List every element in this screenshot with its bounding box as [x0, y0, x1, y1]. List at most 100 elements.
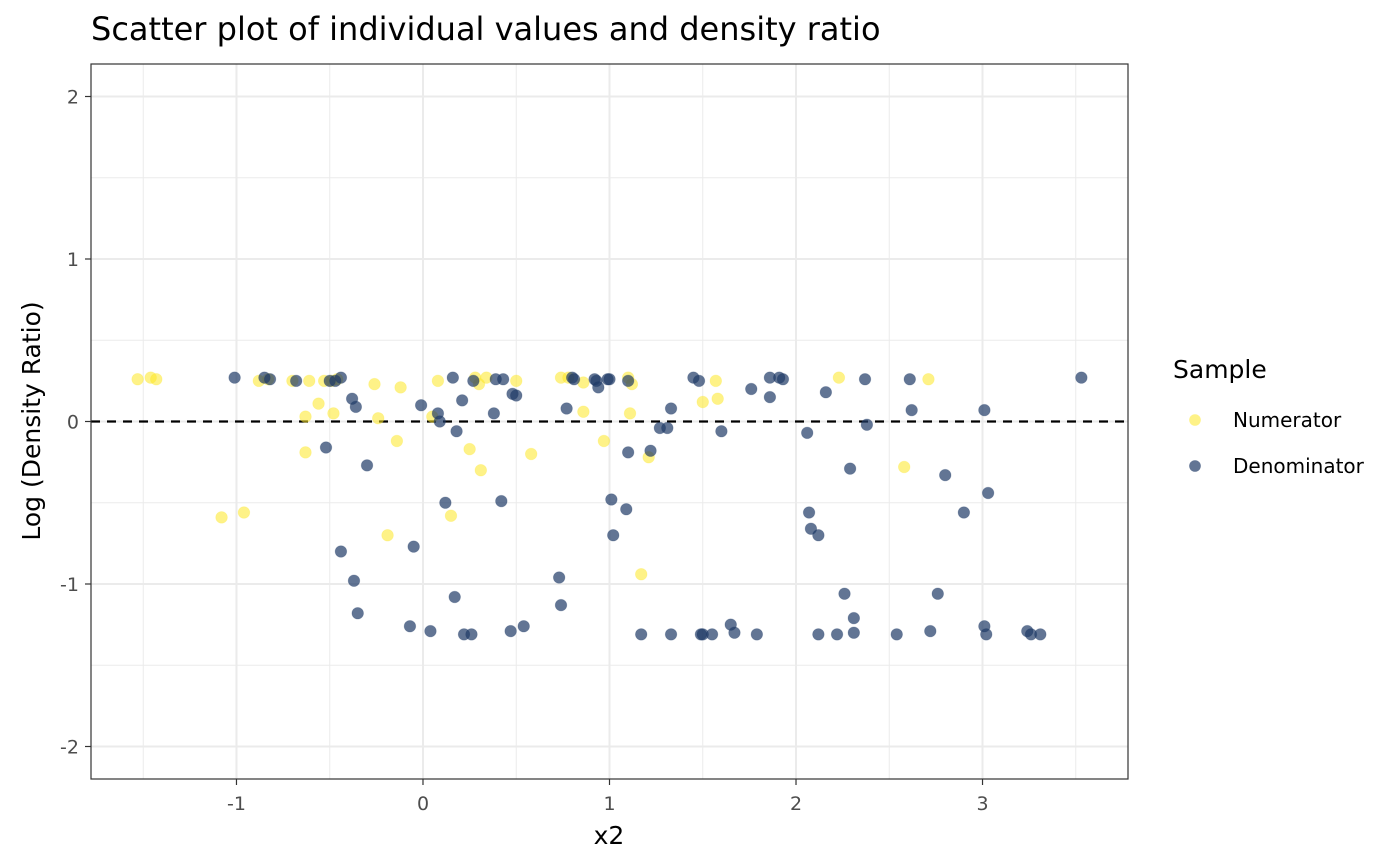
point-denominator — [705, 628, 719, 641]
point-denominator — [819, 386, 833, 399]
point-numerator — [312, 397, 325, 410]
y-tick-label: 1 — [67, 249, 79, 271]
point-denominator — [621, 374, 635, 388]
x-tick-label: 2 — [790, 793, 802, 815]
point-denominator — [939, 468, 952, 482]
point-denominator — [349, 400, 363, 414]
x-tick-label: 1 — [603, 793, 615, 815]
point-denominator — [263, 373, 277, 386]
y-tick-label: 0 — [67, 412, 79, 434]
point-denominator — [644, 444, 657, 457]
point-denominator — [664, 628, 678, 641]
point-denominator — [802, 506, 816, 519]
x-tick-label: 3 — [976, 793, 988, 815]
point-numerator — [444, 509, 458, 522]
point-denominator — [858, 373, 872, 386]
legend-item-denominator: Denominator — [1189, 454, 1365, 478]
point-denominator — [776, 373, 790, 386]
point-denominator — [621, 446, 635, 459]
legend-title: Sample — [1173, 355, 1267, 384]
point-denominator — [804, 522, 818, 535]
point-denominator — [843, 462, 857, 475]
point-denominator — [745, 382, 758, 396]
point-denominator — [847, 626, 861, 639]
point-denominator — [424, 624, 437, 638]
point-denominator — [903, 373, 916, 386]
point-denominator — [560, 402, 573, 415]
point-denominator — [924, 624, 937, 638]
x-axis-ticks: -1 0 1 2 3 — [227, 779, 989, 815]
point-denominator — [728, 626, 741, 639]
point-numerator — [922, 373, 935, 386]
point-numerator — [299, 446, 312, 459]
point-denominator — [838, 587, 851, 600]
point-denominator — [439, 496, 452, 509]
point-denominator — [1075, 371, 1088, 384]
point-denominator — [448, 590, 461, 604]
point-denominator — [603, 373, 616, 386]
point-denominator — [980, 628, 993, 641]
point-numerator — [635, 568, 648, 581]
point-numerator — [215, 511, 228, 524]
point-denominator — [750, 628, 764, 641]
point-denominator — [504, 624, 517, 638]
point-denominator — [319, 441, 333, 454]
y-axis-ticks: -2 -1 0 1 2 — [60, 87, 91, 759]
point-denominator — [552, 571, 566, 584]
point-denominator — [414, 399, 428, 412]
point-denominator — [403, 620, 417, 633]
point-denominator — [510, 389, 523, 402]
point-numerator — [299, 410, 312, 423]
legend-swatch-denominator — [1189, 460, 1201, 472]
point-denominator — [890, 628, 903, 641]
point-denominator — [228, 371, 241, 384]
point-denominator — [351, 607, 364, 620]
point-numerator — [431, 374, 445, 388]
point-numerator — [577, 405, 590, 418]
legend: Sample Numerator Denominator — [1173, 355, 1365, 478]
point-denominator — [407, 540, 420, 553]
point-numerator — [463, 442, 476, 456]
point-numerator — [150, 373, 163, 386]
point-numerator — [474, 464, 488, 477]
point-numerator — [303, 374, 316, 388]
point-numerator — [597, 434, 611, 448]
point-denominator — [620, 503, 633, 516]
point-denominator — [607, 529, 620, 542]
legend-label-numerator: Numerator — [1233, 408, 1342, 432]
point-denominator — [931, 587, 944, 600]
chart-title: Scatter plot of individual values and de… — [91, 10, 881, 48]
point-numerator — [381, 529, 394, 542]
point-denominator — [517, 620, 530, 633]
point-denominator — [812, 628, 825, 641]
point-denominator — [847, 611, 861, 625]
point-numerator — [897, 460, 911, 474]
y-axis-title: Log (Density Ratio) — [17, 301, 46, 540]
point-denominator — [860, 418, 874, 431]
data-points — [131, 371, 1088, 641]
point-numerator — [372, 412, 385, 425]
point-denominator — [496, 373, 510, 386]
point-denominator — [812, 529, 825, 542]
legend-item-numerator: Numerator — [1189, 408, 1342, 432]
point-denominator — [347, 574, 361, 587]
point-denominator — [605, 493, 618, 506]
point-denominator — [664, 402, 678, 415]
point-denominator — [905, 403, 918, 417]
point-denominator — [715, 425, 728, 438]
x-axis-title: x2 — [594, 821, 625, 850]
point-denominator — [661, 421, 674, 435]
point-denominator — [446, 371, 460, 384]
point-denominator — [830, 628, 844, 641]
point-denominator — [692, 374, 706, 388]
point-denominator — [978, 403, 991, 417]
y-tick-label: 2 — [67, 87, 79, 109]
point-denominator — [495, 494, 508, 508]
point-denominator — [334, 371, 348, 384]
point-denominator — [455, 394, 469, 407]
point-numerator — [524, 447, 538, 461]
point-denominator — [957, 506, 971, 519]
point-numerator — [394, 381, 407, 394]
point-denominator — [465, 628, 478, 641]
x-tick-label: -1 — [227, 793, 246, 815]
